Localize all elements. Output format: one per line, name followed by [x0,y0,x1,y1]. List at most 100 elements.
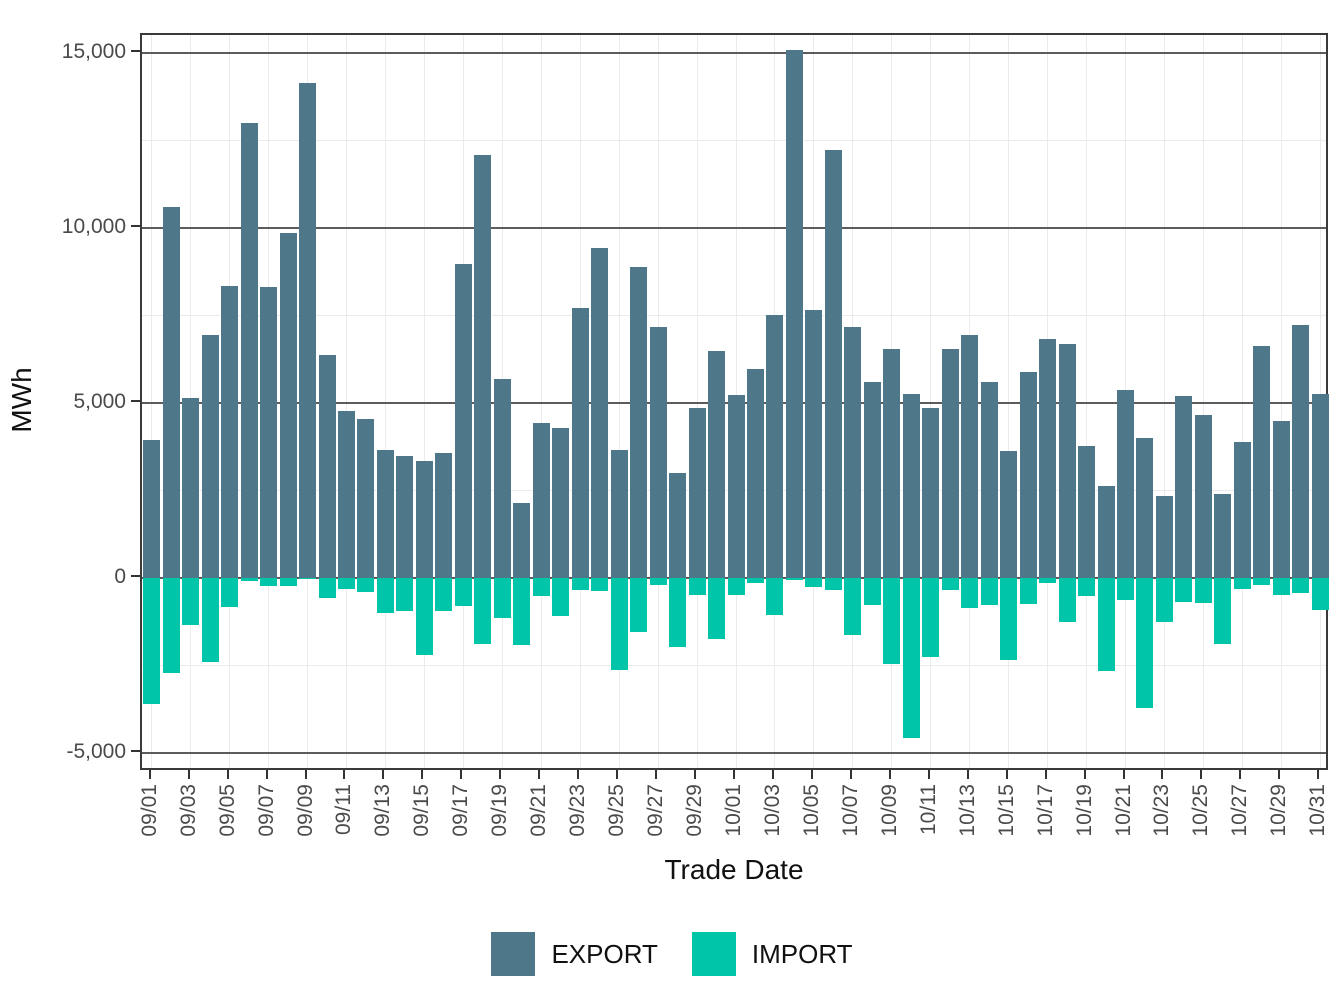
import-bar [649,578,667,585]
import-bar [1000,578,1018,661]
export-bar [1155,496,1173,578]
export-bar [863,381,881,578]
vertical-gridline [423,35,425,768]
import-bar [357,578,375,592]
import-bar [1253,578,1271,585]
import-bar [240,578,258,582]
vertical-gridline [1163,35,1165,768]
x-axis-tick [343,770,346,779]
import-bar [708,578,726,640]
x-axis-tick-label: 09/17 [449,784,473,837]
import-bar [318,578,336,599]
import-bar [1311,578,1329,610]
export-bar [591,247,609,578]
export-bar [669,472,687,578]
major-gridline [142,752,1326,754]
export-bar [143,439,161,578]
x-axis-tick-label: 09/05 [215,784,239,837]
y-axis-tick [131,225,140,227]
import-bar [688,578,706,596]
import-bar [1194,578,1212,603]
import-bar [1078,578,1096,597]
export-bar [162,207,180,578]
x-axis-tick [1161,770,1164,779]
import-bar [824,578,842,591]
export-legend-swatch [491,932,536,976]
import-bar [922,578,940,658]
x-axis-tick-label: 10/03 [760,784,784,837]
export-bar [221,286,239,578]
import-bar [1058,578,1076,622]
export-bar [318,354,336,578]
x-axis-tick [1044,770,1047,779]
x-axis-tick [616,770,619,779]
export-bar [279,233,297,578]
import-bar [1039,578,1057,583]
export-bar [824,150,842,578]
x-axis-tick-label: 09/07 [254,784,278,837]
export-bar [532,422,550,578]
import-bar [552,578,570,617]
x-axis-tick [849,770,852,779]
vertical-gridline [540,35,542,768]
import-bar [1097,578,1115,671]
export-bar [1136,438,1154,578]
y-axis-tick [131,50,140,52]
x-axis-tick-label: 10/17 [1033,784,1057,837]
x-axis-tick [382,770,385,779]
legend-item-import: IMPORT [691,932,853,976]
y-axis-tick-label: 15,000 [61,39,126,63]
export-bar [727,394,745,578]
import-bar [727,578,745,596]
legend-item-export: EXPORT [491,932,658,976]
import-bar [201,578,219,662]
vertical-gridline [1241,35,1243,768]
import-bar [143,578,161,704]
x-axis-tick-label: 09/27 [644,784,668,837]
import-legend-label: IMPORT [751,938,853,969]
import-bar [610,578,628,670]
vertical-gridline [696,35,698,768]
export-bar [240,123,258,578]
import-bar [805,578,823,588]
import-bar [221,578,239,607]
y-axis-tick-label: 10,000 [61,214,126,238]
export-bar [1019,371,1037,578]
x-axis-tick-label: 10/29 [1267,784,1291,837]
import-bar [1214,578,1232,645]
import-bar [435,578,453,611]
x-axis-tick [694,770,697,779]
x-axis-tick-label: 09/09 [293,784,317,837]
export-bar [922,407,940,578]
import-bar [961,578,979,609]
export-bar [688,407,706,578]
x-axis-tick [1005,770,1008,779]
export-bar [260,286,278,578]
x-axis-tick [304,770,307,779]
import-bar [883,578,901,665]
x-axis-tick [1083,770,1086,779]
import-bar [669,578,687,647]
export-bar [415,460,433,578]
major-gridline [142,227,1326,229]
x-axis-tick [148,770,151,779]
import-legend-swatch [691,932,736,976]
x-axis-tick [1278,770,1281,779]
x-axis-tick-label: 09/23 [566,784,590,837]
x-axis-tick [460,770,463,779]
import-bar [630,578,648,632]
export-bar [1292,324,1310,578]
import-bar [182,578,200,626]
vertical-gridline [151,35,153,768]
x-axis-tick [888,770,891,779]
import-bar [1233,578,1251,589]
x-axis-tick [421,770,424,779]
minor-gridline [142,140,1326,141]
import-bar [1019,578,1037,605]
import-bar [260,578,278,586]
import-bar [513,578,531,645]
x-axis-tick [499,770,502,779]
import-bar [746,578,764,583]
import-bar [844,578,862,636]
x-axis-tick-label: 09/03 [176,784,200,837]
